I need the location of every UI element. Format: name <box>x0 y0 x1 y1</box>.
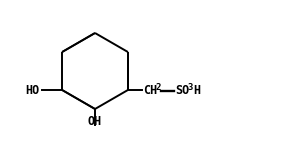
Text: OH: OH <box>88 115 102 128</box>
Text: 2: 2 <box>156 82 161 91</box>
Text: SO: SO <box>175 84 189 97</box>
Text: H: H <box>193 84 200 97</box>
Text: 3: 3 <box>188 82 193 91</box>
Text: HO: HO <box>25 84 39 97</box>
Text: CH: CH <box>143 84 157 97</box>
